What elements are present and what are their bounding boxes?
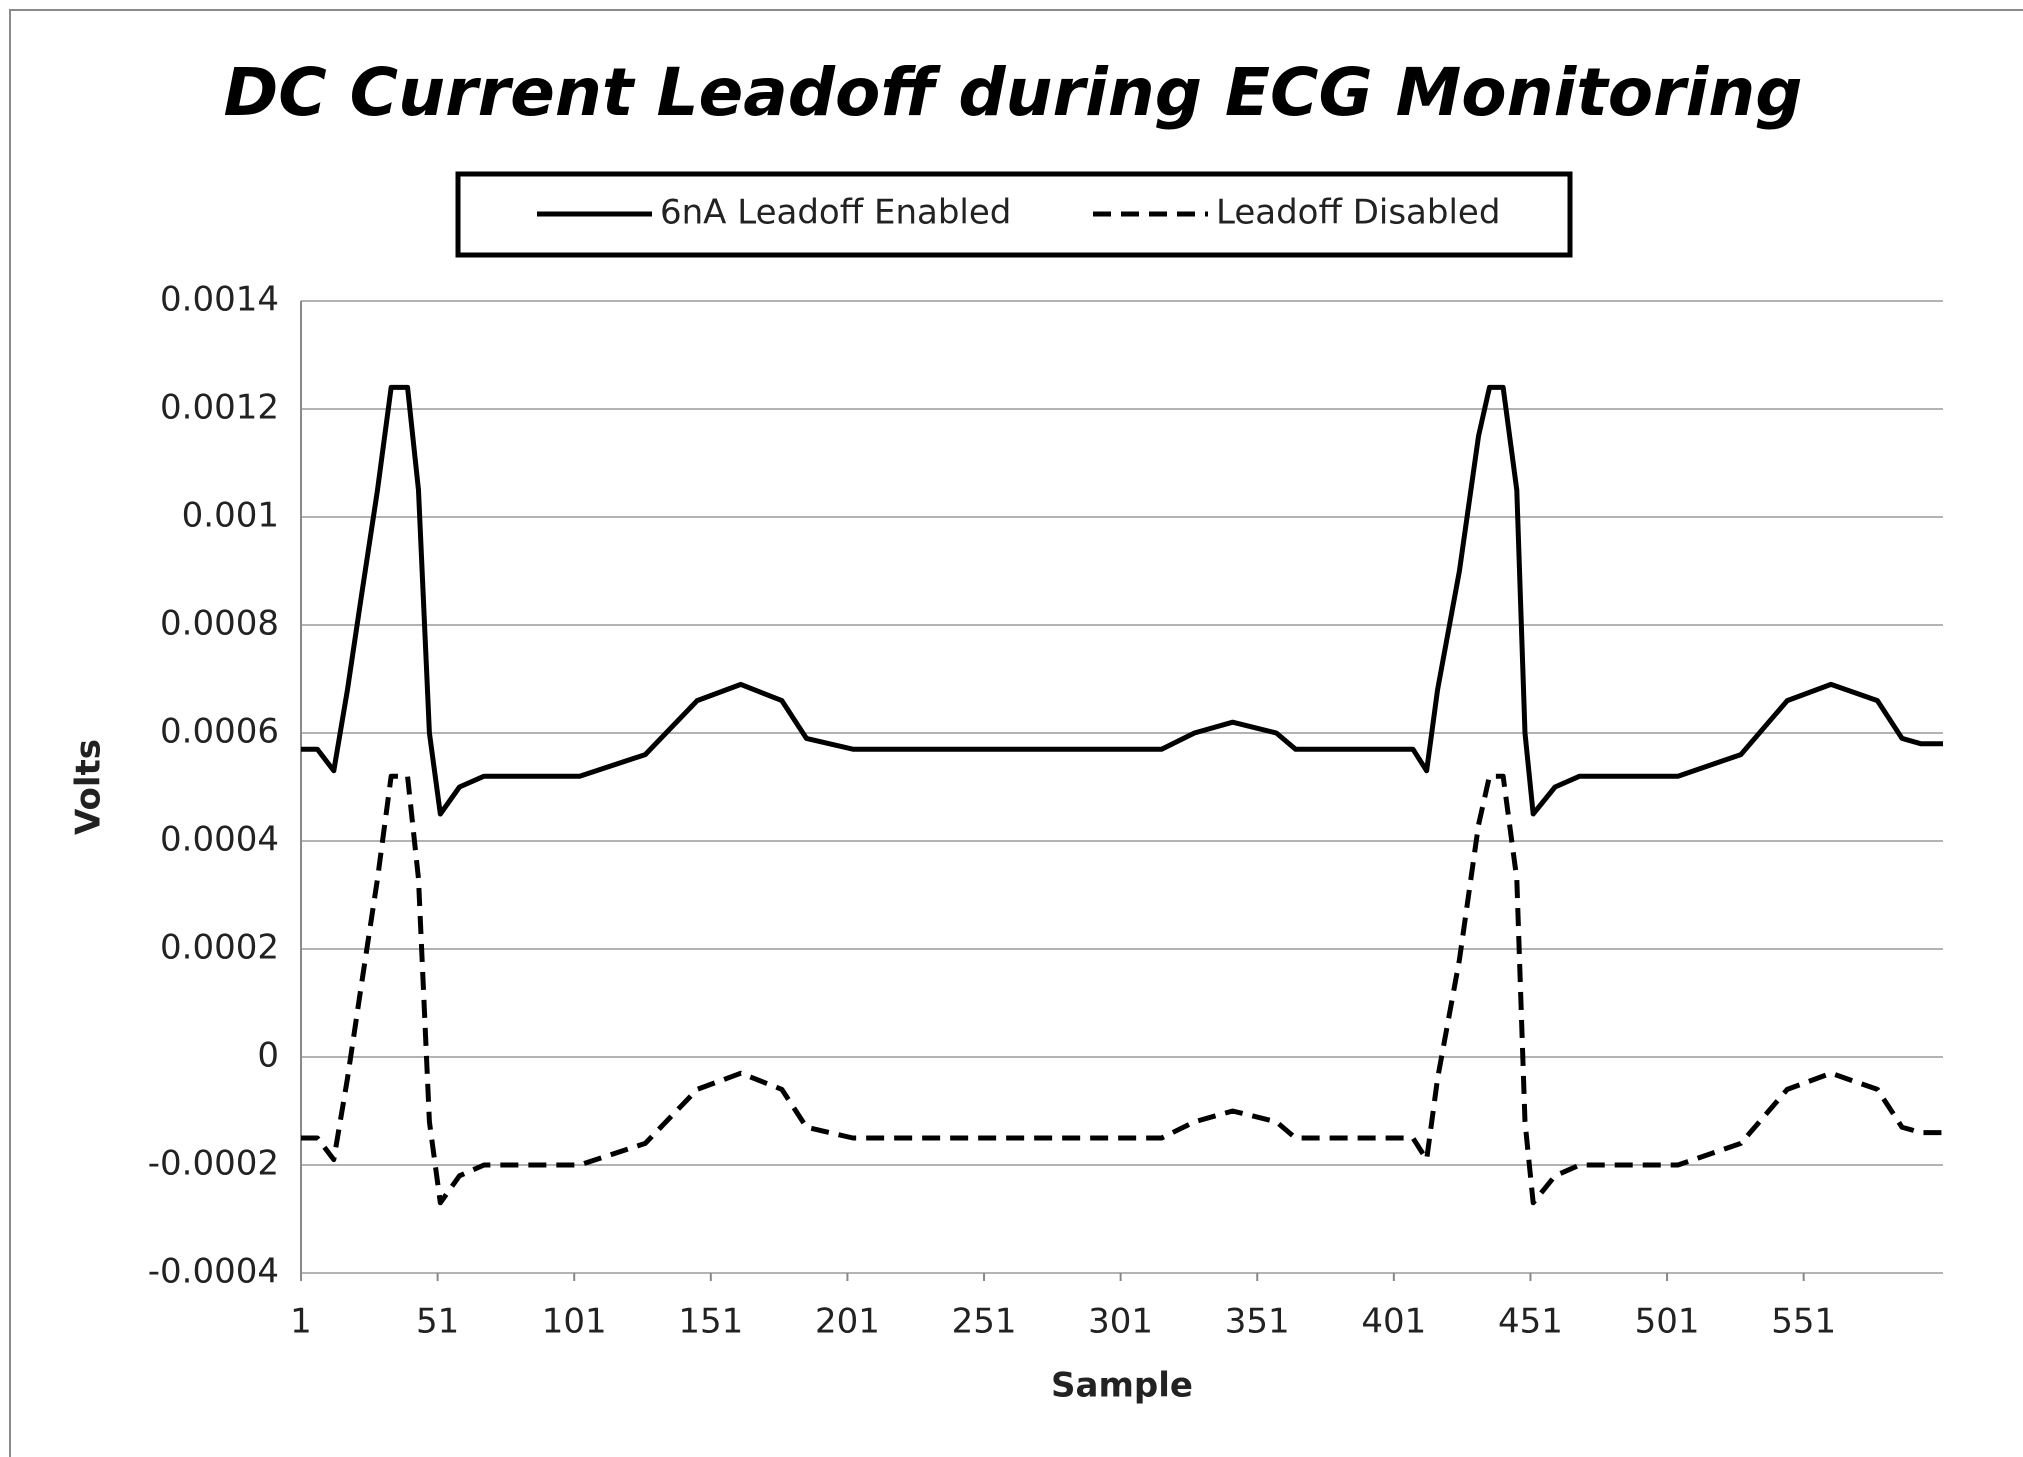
y-tick-label: -0.0004 <box>148 1252 279 1292</box>
legend-label: Leadoff Disabled <box>1216 193 1500 233</box>
chart-title: DC Current Leadoff during ECG Monitoring <box>223 54 1802 131</box>
x-tick-label: 251 <box>952 1302 1017 1342</box>
x-tick-label: 151 <box>678 1302 743 1342</box>
y-tick-label: 0.0006 <box>160 712 279 752</box>
y-axis-label: Volts <box>69 739 109 835</box>
x-tick-label: 401 <box>1361 1302 1426 1342</box>
x-axis-label: Sample <box>1051 1366 1193 1406</box>
y-tick-label: 0.0014 <box>160 280 279 320</box>
y-tick-label: 0.001 <box>182 496 279 536</box>
y-tick-label: 0.0008 <box>160 604 279 644</box>
x-tick-label: 301 <box>1088 1302 1153 1342</box>
y-tick-label: 0.0004 <box>160 820 279 860</box>
x-tick-label: 551 <box>1771 1302 1836 1342</box>
y-tick-label: 0.0012 <box>160 388 279 428</box>
x-tick-label: 501 <box>1635 1302 1700 1342</box>
y-tick-label: 0.0002 <box>160 928 279 968</box>
x-tick-label: 201 <box>815 1302 880 1342</box>
data-line <box>301 773 1943 1206</box>
x-tick-label: 1 <box>290 1302 312 1342</box>
x-tick-label: 351 <box>1225 1302 1290 1342</box>
x-tick-label: 51 <box>416 1302 459 1342</box>
x-tick-label: 451 <box>1498 1302 1563 1342</box>
legend-label: 6nA Leadoff Enabled <box>660 193 1011 233</box>
x-tick-label: 101 <box>542 1302 607 1342</box>
data-line <box>301 384 1943 817</box>
y-tick-label: -0.0002 <box>148 1144 279 1184</box>
y-tick-label: 0 <box>257 1036 279 1076</box>
